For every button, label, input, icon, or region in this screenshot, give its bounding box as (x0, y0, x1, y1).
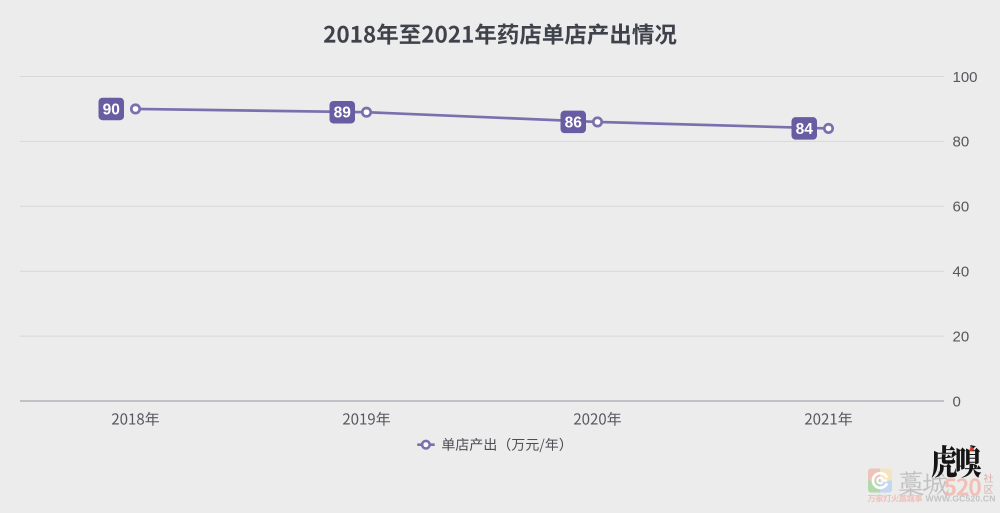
svg-text:84: 84 (796, 121, 814, 138)
svg-text:89: 89 (334, 105, 352, 122)
svg-text:60: 60 (953, 199, 970, 216)
svg-text:WWW.GC520.CN: WWW.GC520.CN (926, 494, 996, 504)
svg-text:86: 86 (565, 114, 583, 131)
svg-text:80: 80 (953, 134, 970, 151)
svg-text:20: 20 (953, 328, 970, 345)
svg-text:40: 40 (953, 264, 970, 281)
svg-text:0: 0 (953, 393, 961, 410)
svg-text:100: 100 (953, 69, 978, 86)
svg-text:90: 90 (103, 101, 120, 118)
